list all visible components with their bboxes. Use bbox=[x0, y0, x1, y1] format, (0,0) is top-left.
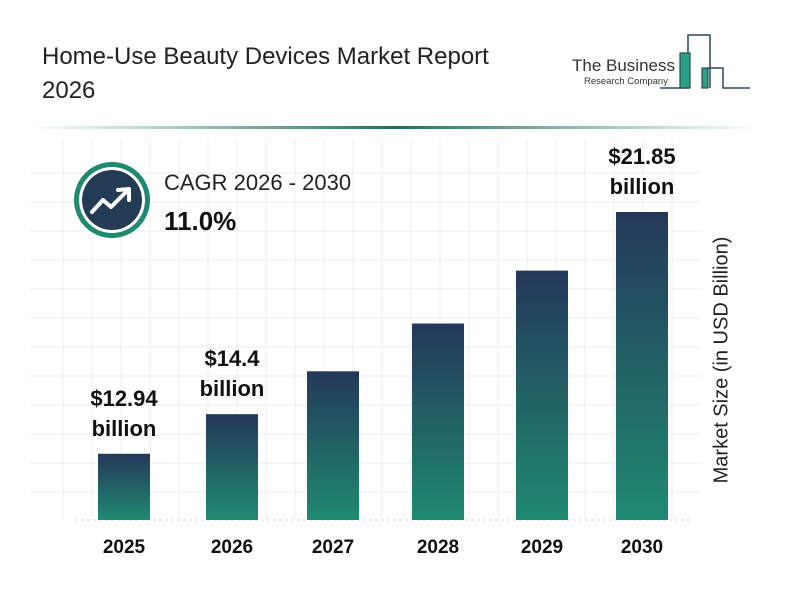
company-logo: The Business Research Company bbox=[570, 30, 755, 95]
data-label-value: $12.94 bbox=[90, 386, 158, 411]
x-tick-label: 2030 bbox=[621, 537, 663, 558]
data-label-value: $14.4 bbox=[204, 346, 260, 371]
grid bbox=[30, 140, 700, 521]
x-tick-label: 2025 bbox=[103, 537, 146, 558]
trend-up-icon bbox=[90, 187, 131, 214]
bars: 2025 2026 2027 2028 2029 2030 $12.94 billion $14… bbox=[90, 144, 675, 558]
y-axis-label: Market Size (in USD Billion) bbox=[710, 236, 733, 484]
x-tick-label: 2027 bbox=[312, 537, 354, 558]
data-label-unit: billion bbox=[200, 376, 265, 401]
bar-2030 bbox=[616, 212, 668, 520]
logo-text-line1: The Business bbox=[572, 56, 675, 75]
bar-2027 bbox=[307, 371, 359, 520]
cagr-label: CAGR 2026 - 2030 bbox=[164, 170, 352, 195]
bar-2025 bbox=[98, 453, 150, 520]
bar-2026 bbox=[206, 414, 258, 520]
x-tick-label: 2026 bbox=[211, 537, 253, 558]
cagr-value: 11.0% bbox=[164, 206, 237, 236]
bar-2029 bbox=[516, 270, 568, 520]
logo-text-line2: Research Company bbox=[584, 76, 668, 87]
data-label-value: $21.85 bbox=[608, 144, 675, 169]
data-label-unit: billion bbox=[92, 416, 157, 441]
header-divider bbox=[30, 126, 760, 129]
data-label-unit: billion bbox=[610, 174, 675, 199]
x-tick-label: 2029 bbox=[521, 537, 563, 558]
x-tick-label: 2028 bbox=[417, 537, 459, 558]
logo-buildings-icon bbox=[660, 34, 750, 89]
bar-2028 bbox=[412, 323, 464, 520]
cagr-badge bbox=[74, 162, 150, 238]
page-title: Home-Use Beauty Devices Market Report 20… bbox=[42, 43, 489, 104]
